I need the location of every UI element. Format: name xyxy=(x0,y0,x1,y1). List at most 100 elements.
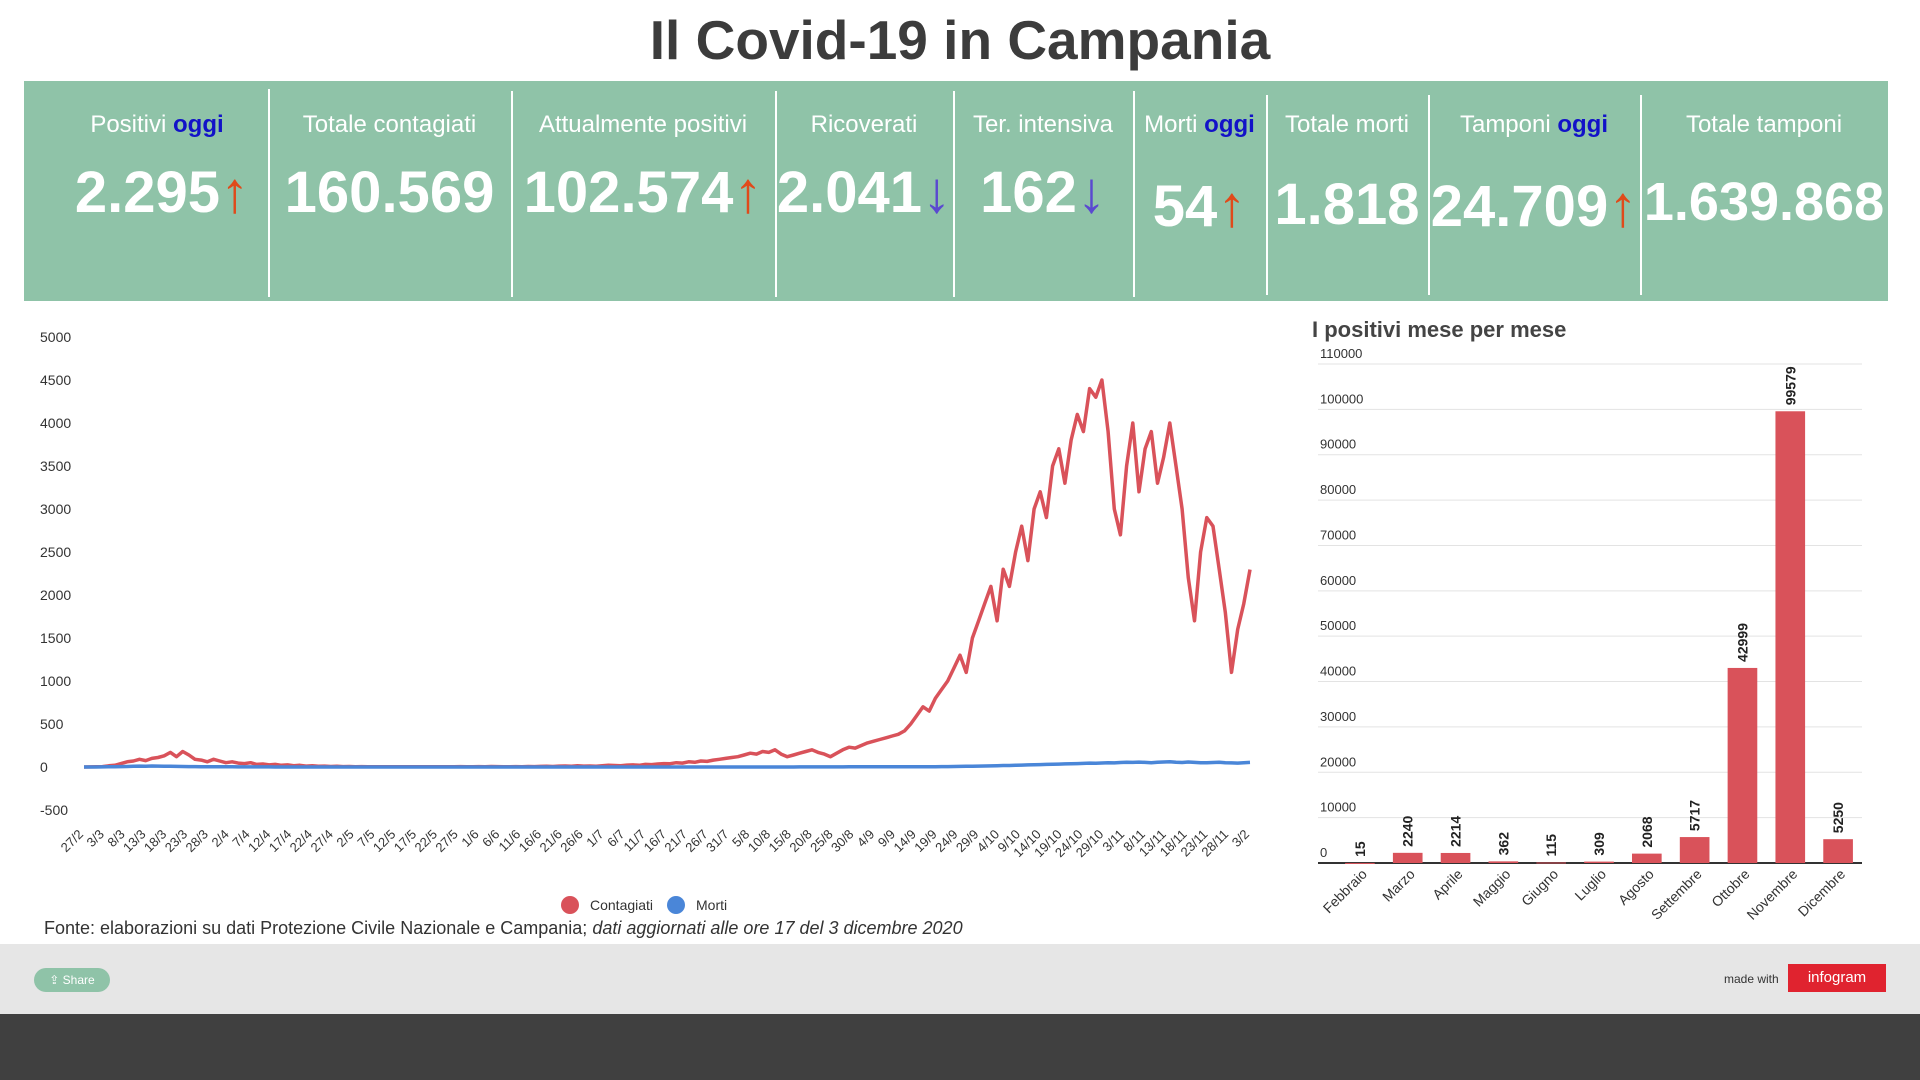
oggi-label: oggi xyxy=(1550,111,1609,138)
stat-value: 162↓ xyxy=(980,160,1106,225)
share-label: Share xyxy=(62,973,95,987)
x-tick-label: 4/9 xyxy=(854,827,877,850)
stat-totale-tamponi: Totale tamponi 1.639.868 xyxy=(1640,81,1888,301)
stat-totale-contagiati: Totale contagiati 160.569 xyxy=(268,81,511,301)
bar-value-label: 99579 xyxy=(1782,366,1798,405)
bar-maggio xyxy=(1488,861,1519,863)
stat-value: 24.709↑ xyxy=(1430,174,1638,239)
legend-marker-contagiati xyxy=(561,896,579,914)
y-tick-label: 80000 xyxy=(1320,482,1356,497)
stat-separator xyxy=(1640,95,1642,295)
stat-ter-intensiva: Ter. intensiva 162↓ xyxy=(953,81,1133,301)
y-tick-label: 0 xyxy=(1320,845,1327,860)
arrow-up-icon: ↑ xyxy=(1608,174,1638,239)
bar-value-label: 309 xyxy=(1591,832,1607,856)
y-tick-label: 1500 xyxy=(40,630,71,646)
x-tick-label: Novembre xyxy=(1743,866,1800,923)
x-tick-label: Dicembre xyxy=(1795,866,1849,920)
x-tick-label: 1/6 xyxy=(458,827,481,850)
x-tick-label: 26/6 xyxy=(557,827,586,856)
y-tick-label: 500 xyxy=(40,716,64,732)
x-tick-label: 31/7 xyxy=(703,827,732,856)
stat-label: Totale tamponi xyxy=(1685,111,1843,138)
footer-bar xyxy=(0,944,1920,1014)
legend-marker-morti xyxy=(667,896,685,914)
stat-label: Attualmente positivi xyxy=(538,111,748,138)
y-tick-label: 0 xyxy=(40,759,48,775)
x-tick-label: Luglio xyxy=(1571,866,1609,904)
stat-label: Totale morti xyxy=(1284,111,1410,138)
y-tick-label: 3500 xyxy=(40,458,71,474)
bar-settembre xyxy=(1679,837,1710,863)
y-tick-label: 30000 xyxy=(1320,709,1356,724)
source-note: Fonte: elaborazioni su dati Protezione C… xyxy=(44,918,963,939)
stat-value: 2.295↑ xyxy=(74,160,250,225)
y-tick-label: 50000 xyxy=(1320,618,1356,633)
stat-tamponi: Tamponi oggi 24.709↑ xyxy=(1428,81,1640,301)
y-tick-label: 2500 xyxy=(40,544,71,560)
stat-separator xyxy=(268,89,270,297)
y-tick-label: 100000 xyxy=(1320,391,1363,406)
bar-aprile xyxy=(1440,852,1471,863)
stat-separator xyxy=(1133,91,1135,297)
series-line-morti xyxy=(84,760,1251,769)
bar-novembre xyxy=(1775,411,1806,863)
made-with-label: made with xyxy=(1724,972,1779,986)
bar-value-label: 362 xyxy=(1495,832,1511,856)
stats-banner: Positivi oggi 2.295↑ Totale contagiati 160.… xyxy=(24,81,1888,301)
y-tick-label: 5000 xyxy=(40,329,71,345)
stat-separator xyxy=(1266,95,1268,295)
stat-separator xyxy=(511,91,513,297)
stat-value: 160.569 xyxy=(284,160,495,225)
daily-line-chart: 5000450040003500300025002000150010005000… xyxy=(40,329,1252,914)
bar-value-label: 2068 xyxy=(1639,816,1655,847)
bar-value-label: 5717 xyxy=(1687,800,1703,831)
page-title: Il Covid-19 in Campania xyxy=(649,9,1271,71)
stat-value: 1.639.868 xyxy=(1643,172,1885,232)
y-tick-label: 4500 xyxy=(40,372,71,388)
bar-agosto xyxy=(1631,853,1662,863)
arrow-up-icon: ↑ xyxy=(220,160,250,225)
bar-ottobre xyxy=(1727,667,1758,863)
x-tick-label: 2/4 xyxy=(208,827,231,850)
stat-ricoverati: Ricoverati 2.041↓ xyxy=(775,81,953,301)
x-tick-label: Febbraio xyxy=(1320,866,1371,917)
stat-label: Positivi oggi xyxy=(90,111,224,138)
stat-attualmente-positivi: Attualmente positivi 102.574↑ xyxy=(511,81,775,301)
bar-value-label: 2214 xyxy=(1448,816,1464,847)
infogram-logo[interactable]: infogram xyxy=(1788,964,1886,992)
share-button[interactable]: ⇪ Share xyxy=(34,968,110,992)
bar-marzo xyxy=(1392,852,1423,863)
stat-label: Ricoverati xyxy=(810,111,918,138)
y-tick-label: 1000 xyxy=(40,673,71,689)
bar-value-label: 5250 xyxy=(1830,802,1846,833)
arrow-up-icon: ↑ xyxy=(733,160,763,225)
y-tick-label: 60000 xyxy=(1320,573,1356,588)
legend-label: Contagiati xyxy=(590,897,653,913)
bar-value-label: 42999 xyxy=(1734,623,1750,662)
bar-febbraio xyxy=(1345,862,1375,864)
stat-value: 54↑ xyxy=(1152,174,1247,239)
stat-morti: Morti oggi 54↑ xyxy=(1133,81,1266,301)
bar-chart-title: I positivi mese per mese xyxy=(1312,317,1566,342)
oggi-label: oggi xyxy=(1197,111,1255,138)
stat-label: Morti oggi xyxy=(1144,111,1255,138)
y-tick-label: 70000 xyxy=(1320,527,1356,542)
x-tick-label: 3/2 xyxy=(1229,827,1252,850)
x-tick-label: 2/5 xyxy=(333,827,356,850)
x-tick-label: Marzo xyxy=(1379,866,1418,905)
stat-label: Tamponi oggi xyxy=(1459,111,1609,138)
stat-separator xyxy=(953,91,955,297)
stat-value: 2.041↓ xyxy=(776,160,952,225)
y-tick-label: 2000 xyxy=(40,587,71,603)
stat-separator xyxy=(775,91,777,297)
stat-totale-morti: Totale morti 1.818 xyxy=(1266,81,1428,301)
x-tick-label: 27/5 xyxy=(432,827,461,856)
monthly-bar-chart: I positivi mese per mese1100001000009000… xyxy=(1312,317,1862,923)
x-tick-label: Giugno xyxy=(1518,866,1561,909)
y-tick-label: -500 xyxy=(40,802,68,818)
stat-value: 102.574↑ xyxy=(523,160,763,225)
source-text: Fonte: elaborazioni su dati Protezione C… xyxy=(44,918,588,938)
series-line-contagiati xyxy=(83,378,1252,769)
stat-label: Ter. intensiva xyxy=(972,111,1114,138)
